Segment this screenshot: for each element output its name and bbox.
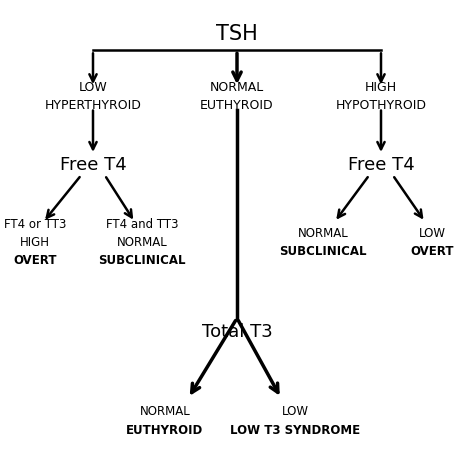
Text: SUBCLINICAL: SUBCLINICAL [98, 255, 185, 268]
Text: LOW: LOW [79, 80, 108, 93]
Text: OVERT: OVERT [410, 245, 454, 258]
Text: Free T4: Free T4 [60, 156, 127, 174]
Text: Total T3: Total T3 [201, 323, 273, 341]
Text: HYPERTHYROID: HYPERTHYROID [45, 99, 141, 112]
Text: NORMAL: NORMAL [140, 405, 191, 418]
Text: NORMAL: NORMAL [117, 236, 167, 249]
Text: HIGH: HIGH [20, 236, 50, 249]
Text: LOW T3 SYNDROME: LOW T3 SYNDROME [230, 424, 360, 437]
Text: NORMAL: NORMAL [298, 227, 348, 240]
Text: TSH: TSH [216, 24, 258, 44]
Text: Free T4: Free T4 [347, 156, 414, 174]
Text: SUBCLINICAL: SUBCLINICAL [279, 245, 367, 258]
Text: OVERT: OVERT [13, 255, 57, 268]
Text: LOW: LOW [419, 227, 446, 240]
Text: NORMAL: NORMAL [210, 80, 264, 93]
Text: EUTHYROID: EUTHYROID [127, 424, 204, 437]
Text: LOW: LOW [282, 405, 309, 418]
Text: HIGH: HIGH [365, 80, 397, 93]
Text: EUTHYROID: EUTHYROID [200, 99, 274, 112]
Text: FT4 and TT3: FT4 and TT3 [106, 218, 178, 231]
Text: FT4 or TT3: FT4 or TT3 [4, 218, 66, 231]
Text: HYPOTHYROID: HYPOTHYROID [336, 99, 427, 112]
